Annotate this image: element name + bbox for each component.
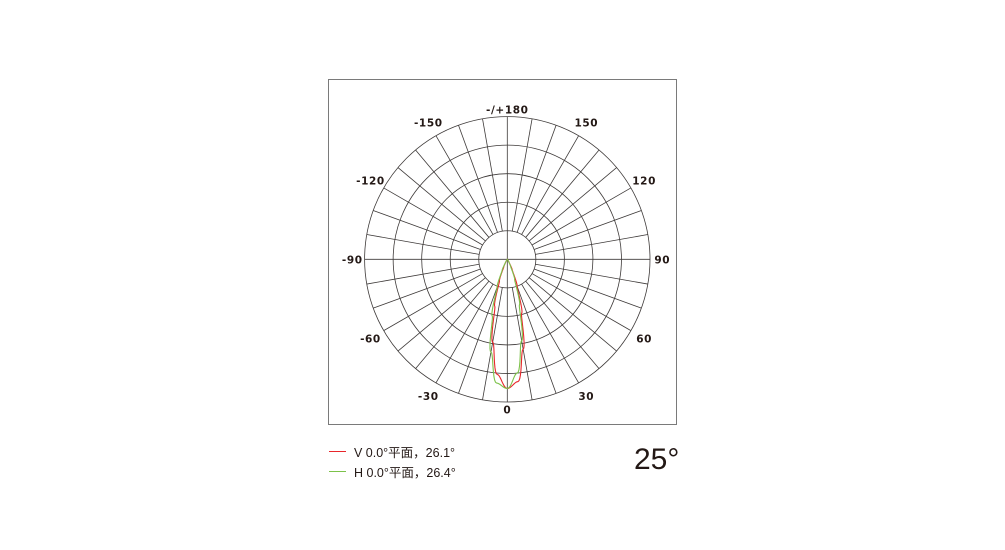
angle-tick-label: 60 [636,333,652,345]
grid-spoke [373,268,481,309]
grid-spoke [482,287,503,400]
angle-tick-label: -120 [356,175,385,187]
grid-spoke [435,283,494,384]
grid-spoke [458,125,498,233]
grid-spoke [516,125,557,233]
grid-spoke [511,287,533,400]
grid-spoke [366,263,480,285]
grid-spoke [415,149,490,238]
angle-tick-label: -150 [414,117,443,129]
grid-spoke [458,285,498,394]
angle-tick-label: -30 [418,391,439,403]
legend-swatch-v [329,450,346,452]
grid-spoke [373,210,481,250]
grid-spoke [535,234,648,255]
polar-chart: -/+180 150 120 90 60 30 0 -30 -60 -90 -120 -150 [342,104,670,416]
grid-spoke [397,277,486,352]
grid-spoke [533,210,642,250]
grid-spoke [531,273,632,331]
grid-spoke [528,167,617,242]
angle-tick-label: 90 [654,254,670,266]
polar-chart-frame: -/+180 150 120 90 60 30 0 -30 -60 -90 -120 -150 [328,79,677,425]
grid-spoke [383,187,483,246]
legend-label-h: H 0.0°平面，26.4° [354,465,456,480]
angle-tick-label: -/+180 [486,104,529,116]
series-curve-h [489,258,523,389]
grid-spoke [397,167,486,242]
legend-item-h: H 0.0°平面，26.4° [329,463,456,480]
angle-tick-label: 120 [632,175,656,187]
grid-spoke [521,135,579,235]
grid-spoke [525,280,600,369]
grid-spoke [415,280,490,369]
angle-tick-label: -90 [342,254,363,266]
grid-spoke [521,283,579,384]
grid-spoke [535,263,648,285]
legend-swatch-h [329,470,346,472]
grid-spoke [511,118,533,232]
angle-tick-label: 150 [574,117,598,129]
angle-tick-label: 30 [578,391,594,403]
grid-spoke [533,268,642,309]
legend-item-v: V 0.0°平面，26.1° [329,443,456,460]
legend-label-v: V 0.0°平面，26.1° [354,445,456,460]
grid-spoke [366,234,480,255]
angle-tick-label: -60 [360,333,381,345]
grid-spoke [525,149,600,238]
grid-spoke [482,118,503,232]
grid-spoke [531,187,632,246]
grid-spoke [516,285,557,394]
beam-angle-label: 25° [634,443,680,476]
grid-spoke [383,273,483,331]
grid-spoke [528,277,617,352]
grid-spoke [435,135,494,235]
angle-tick-label: 0 [503,404,511,416]
